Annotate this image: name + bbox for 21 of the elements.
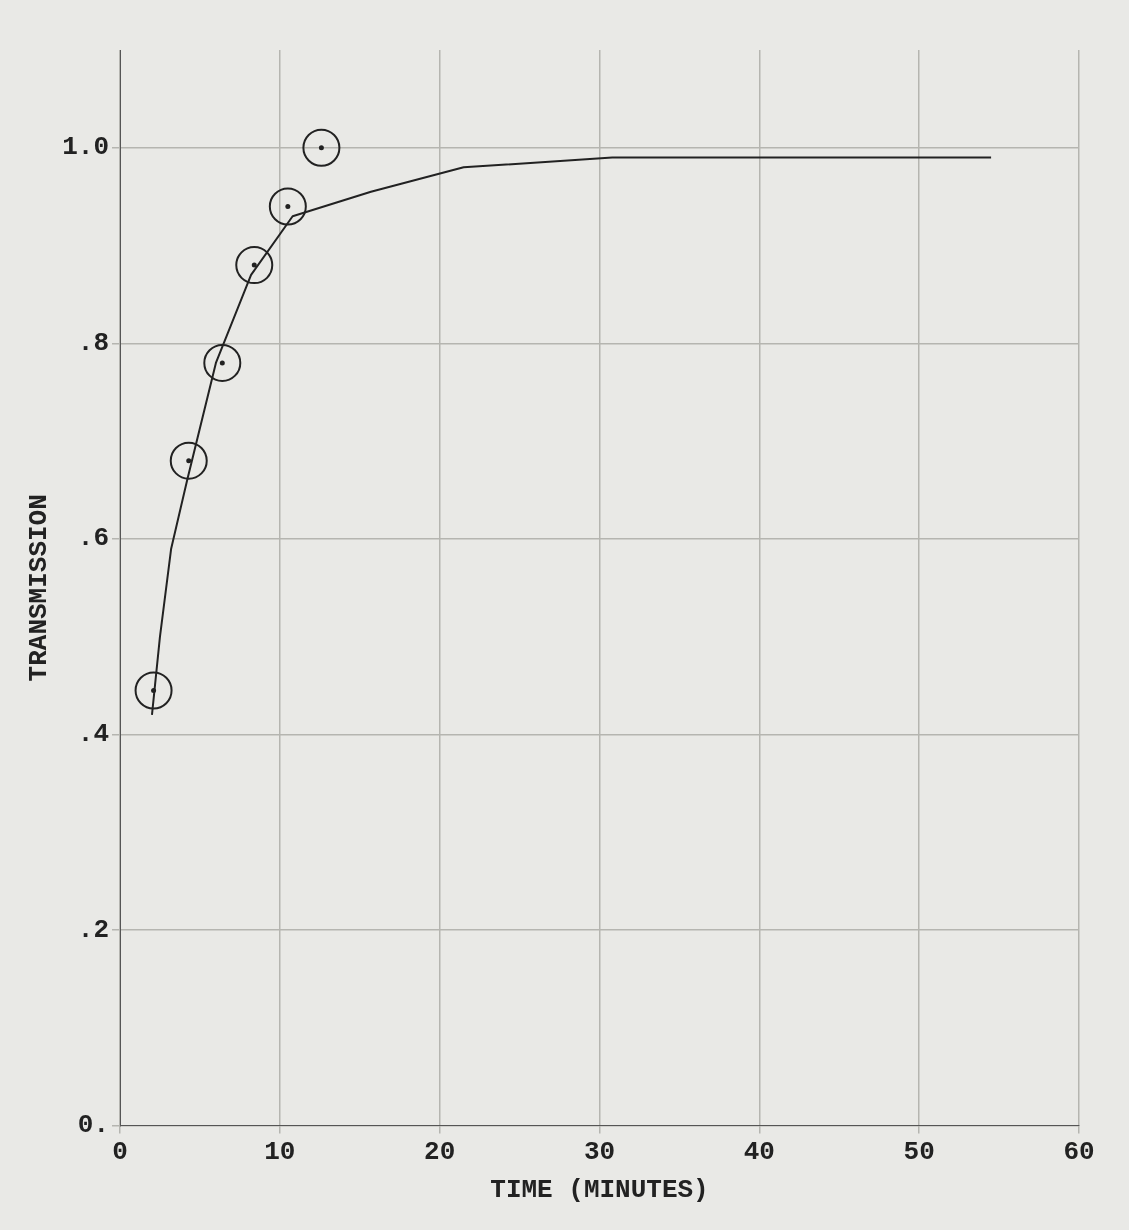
point [134,671,173,710]
y-tick-label: .8 [77,327,110,358]
x-tick-label: 0 [112,1136,128,1167]
y-tick-label: .4 [77,719,110,750]
x-tick-label: 40 [743,1136,775,1167]
x-tick-label: 60 [1063,1136,1095,1167]
point [235,246,274,285]
x-tick-label: 10 [264,1136,296,1167]
point [203,343,242,382]
y-tick-label: .6 [77,523,110,554]
y-tick-label: 0. [77,1110,110,1141]
point [302,128,341,167]
x-tick-label: 20 [424,1136,456,1167]
y-tick-label: .2 [77,914,110,945]
y-axis-title: TRANSMISSION [24,494,55,682]
x-tick-label: 30 [583,1136,616,1167]
x-tick-label: 50 [903,1136,935,1167]
point [268,187,307,226]
y-tick-label: 1.0 [62,132,110,163]
x-axis-title: TIME (MINUTES) [490,1174,709,1205]
point [169,441,208,480]
